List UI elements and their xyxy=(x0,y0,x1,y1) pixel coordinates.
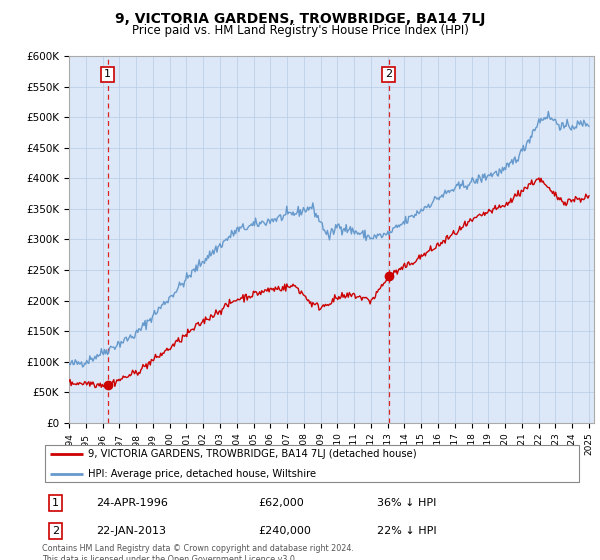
Text: 2: 2 xyxy=(52,526,59,536)
Text: £240,000: £240,000 xyxy=(258,526,311,536)
Text: 2: 2 xyxy=(385,69,392,80)
Text: 9, VICTORIA GARDENS, TROWBRIDGE, BA14 7LJ: 9, VICTORIA GARDENS, TROWBRIDGE, BA14 7L… xyxy=(115,12,485,26)
Text: 22% ↓ HPI: 22% ↓ HPI xyxy=(377,526,436,536)
Text: 9, VICTORIA GARDENS, TROWBRIDGE, BA14 7LJ (detached house): 9, VICTORIA GARDENS, TROWBRIDGE, BA14 7L… xyxy=(88,449,416,459)
Text: 1: 1 xyxy=(104,69,111,80)
Text: HPI: Average price, detached house, Wiltshire: HPI: Average price, detached house, Wilt… xyxy=(88,469,316,479)
Text: £62,000: £62,000 xyxy=(258,498,304,508)
Text: 24-APR-1996: 24-APR-1996 xyxy=(96,498,168,508)
Text: Contains HM Land Registry data © Crown copyright and database right 2024.
This d: Contains HM Land Registry data © Crown c… xyxy=(42,544,354,560)
Text: 36% ↓ HPI: 36% ↓ HPI xyxy=(377,498,436,508)
Text: 1: 1 xyxy=(52,498,59,508)
FancyBboxPatch shape xyxy=(45,445,580,482)
Text: Price paid vs. HM Land Registry's House Price Index (HPI): Price paid vs. HM Land Registry's House … xyxy=(131,24,469,37)
Text: 22-JAN-2013: 22-JAN-2013 xyxy=(96,526,166,536)
